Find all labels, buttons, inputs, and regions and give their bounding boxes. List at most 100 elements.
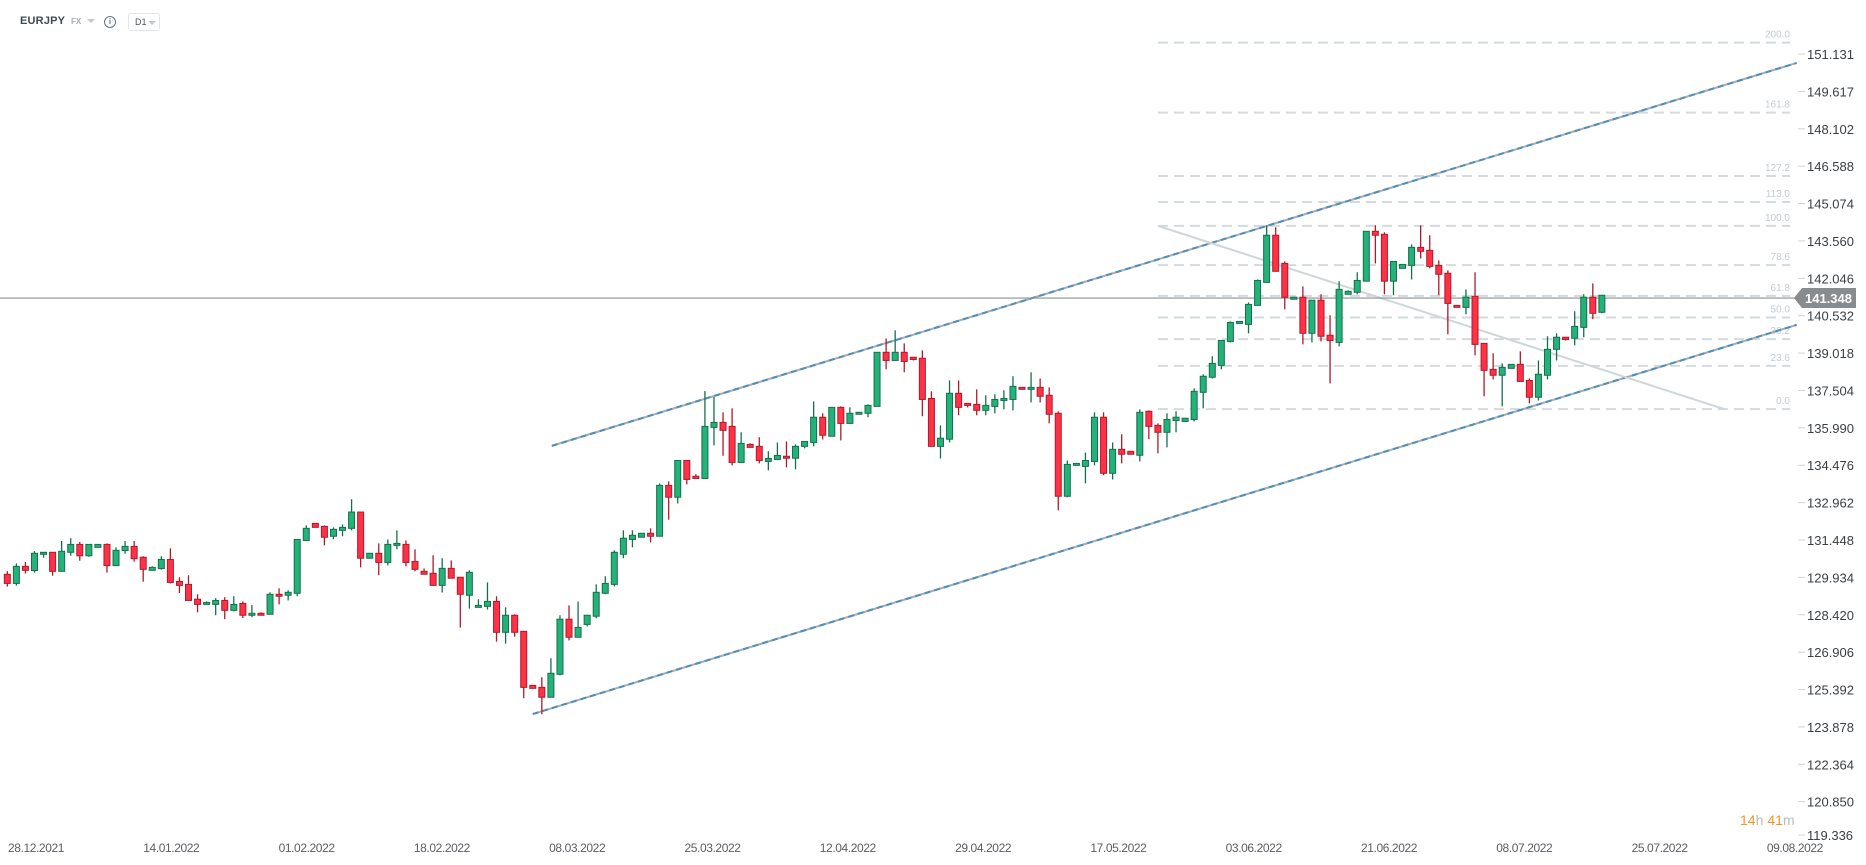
trendlines[interactable] (532, 61, 1797, 715)
candle-body (918, 357, 926, 400)
candle-up (1027, 372, 1035, 403)
fib-level-label: 200.0 (1765, 30, 1790, 41)
candle-body (1027, 386, 1035, 390)
candle-down (565, 605, 573, 641)
candle-body (203, 601, 211, 605)
date-tick-label: 25.03.2022 (684, 841, 741, 855)
candle-body (212, 599, 220, 605)
candle-body (1353, 279, 1361, 293)
candles (3, 225, 1606, 715)
candle-body (1389, 260, 1397, 282)
candle-body (1507, 363, 1515, 369)
market-chevron-down-icon[interactable] (87, 19, 95, 23)
date-tick-label: 08.03.2022 (549, 841, 606, 855)
candle-body (1380, 233, 1388, 282)
candle-up (1254, 279, 1262, 306)
time-axis[interactable]: 28.12.2021 14.01.2022 01.02.2022 18.02.2022… (8, 841, 1824, 855)
price-tick-label: 128.420 (1807, 608, 1854, 623)
candle-up (1290, 296, 1298, 300)
candle-body (1589, 296, 1597, 314)
candle-down (1118, 434, 1126, 464)
info-icon[interactable]: i (104, 16, 116, 28)
candle-up (474, 599, 482, 608)
candle-up (701, 391, 709, 479)
candle-up (366, 552, 374, 559)
candle-up (112, 547, 120, 567)
candle-up (30, 551, 38, 573)
candle-up (891, 330, 899, 361)
candle-down (456, 576, 464, 628)
candle-body (1172, 416, 1180, 421)
candle-body (810, 416, 818, 443)
candle-body (1254, 279, 1262, 306)
candle-body (1362, 230, 1370, 282)
price-tick-label: 120.850 (1807, 795, 1854, 810)
candle-down (420, 568, 428, 575)
candle-up (1335, 281, 1343, 347)
candle-body (1181, 417, 1189, 422)
candle-down (447, 560, 455, 579)
candle-body (1435, 264, 1443, 275)
fibonacci-levels[interactable]: 200.0 161.8 127.2 113.0 100.0 78.6 61.8 50.0 38.… (1157, 30, 1791, 411)
timeframe-select[interactable]: D1 (128, 13, 160, 31)
date-tick-label: 14.01.2022 (143, 841, 200, 855)
candle-body (583, 614, 591, 625)
candle-down (1100, 412, 1108, 476)
countdown-h: h (1756, 812, 1764, 828)
candle-body (520, 630, 528, 688)
candle-down (647, 528, 655, 543)
candle-body (58, 550, 66, 572)
candle-body (755, 445, 763, 461)
candle-down (1371, 225, 1379, 264)
fib-level-label: 113.0 (1766, 189, 1791, 200)
candle-down (429, 555, 437, 586)
fib-level-label: 50.0 (1771, 304, 1791, 315)
candle-down (927, 391, 935, 447)
candle-up (293, 538, 301, 597)
fib-trendline[interactable] (1157, 224, 1725, 411)
candle-body (1417, 246, 1425, 252)
candle-body (565, 618, 573, 638)
price-tick-label: 145.074 (1807, 197, 1854, 212)
candle-up (764, 451, 772, 471)
candle-body (1145, 410, 1153, 427)
candle-down (909, 356, 917, 361)
fib-level-label: 38.2 (1771, 326, 1791, 337)
candle-up (1344, 290, 1352, 295)
candle-down (973, 389, 981, 416)
candle-up (1308, 299, 1316, 343)
candle-up (40, 551, 48, 558)
candle-down (529, 684, 537, 689)
price-tick-label: 129.934 (1807, 570, 1854, 585)
candle-body (194, 598, 202, 605)
candle-up (1263, 225, 1271, 283)
candle-body (1462, 296, 1470, 308)
candle-down (1145, 410, 1153, 440)
price-axis[interactable]: 151.131 149.617 148.102 146.588 145.074 143.5… (1798, 47, 1854, 843)
candle-body (456, 576, 464, 595)
candle-body (502, 614, 510, 633)
candle-up (12, 563, 20, 586)
candle-body (1326, 334, 1334, 341)
candle-body (384, 543, 392, 563)
candle-body (683, 459, 691, 480)
candle-down (49, 551, 57, 576)
candle-up (1580, 294, 1588, 338)
channel-upper-dash (551, 61, 1797, 447)
countdown-minutes: 41 (1767, 812, 1783, 828)
candle-body (882, 351, 890, 361)
candle-up (873, 351, 881, 407)
candle-body (819, 416, 827, 436)
candle-body (21, 565, 29, 571)
candle-body (936, 437, 944, 447)
candle-down (1281, 261, 1289, 310)
candle-down (139, 556, 147, 582)
candle-body (846, 412, 854, 424)
candle-up (1408, 244, 1416, 280)
candle-body (946, 392, 954, 440)
candle-up (628, 530, 636, 548)
candle-body (665, 484, 673, 498)
price-tick-label: 143.560 (1807, 234, 1854, 249)
symbol-name[interactable]: EURJPY (20, 15, 66, 27)
